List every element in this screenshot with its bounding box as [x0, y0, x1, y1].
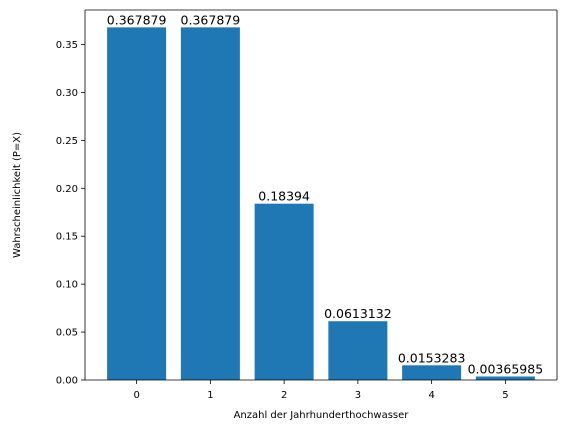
bar-4: [402, 365, 462, 380]
y-tick-label: 0.00: [56, 376, 78, 387]
bar-5: [475, 376, 535, 380]
y-tick-label: 0.20: [56, 184, 78, 195]
bar-value-label-0: 0.367879: [107, 12, 167, 27]
bars-layer: [107, 27, 535, 380]
y-tick-label: 0.30: [56, 88, 78, 99]
bar-0: [107, 27, 167, 380]
x-tick-label: 1: [207, 390, 213, 401]
x-tick-label: 2: [281, 390, 287, 401]
x-tick-label: 5: [502, 390, 508, 401]
bar-value-label-2: 0.18394: [258, 189, 310, 204]
x-axis-title: Anzahl der Jahrhunderthochwasser: [234, 410, 410, 421]
bar-3: [328, 321, 388, 380]
bar-value-label-5: 0.00365985: [468, 361, 544, 376]
bar-value-label-3: 0.0613132: [324, 306, 392, 321]
y-tick-label: 0.25: [56, 136, 78, 147]
bar-value-label-4: 0.0153283: [398, 350, 466, 365]
y-axis-title: Wahrscheinlichkeit (P=X): [12, 132, 23, 258]
bar-1: [180, 27, 240, 380]
bar-2: [254, 203, 314, 380]
x-tick-label: 0: [133, 390, 139, 401]
data-labels-layer: 0.367879 0.367879 0.18394 0.0613132 0.015328…: [107, 12, 543, 376]
x-tick-label: 3: [355, 390, 361, 401]
y-tick-label: 0.35: [56, 40, 78, 51]
bar-value-label-1: 0.367879: [181, 12, 241, 27]
x-tick-label: 4: [428, 390, 434, 401]
y-tick-label: 0.15: [56, 232, 78, 243]
axes-layer: 0.00 0.05 0.10 0.15 0.20 0.25 0.30 0.35 0 1 2 3 4 5: [56, 9, 558, 401]
y-tick-label: 0.10: [56, 280, 78, 291]
y-tick-label: 0.05: [56, 328, 78, 339]
